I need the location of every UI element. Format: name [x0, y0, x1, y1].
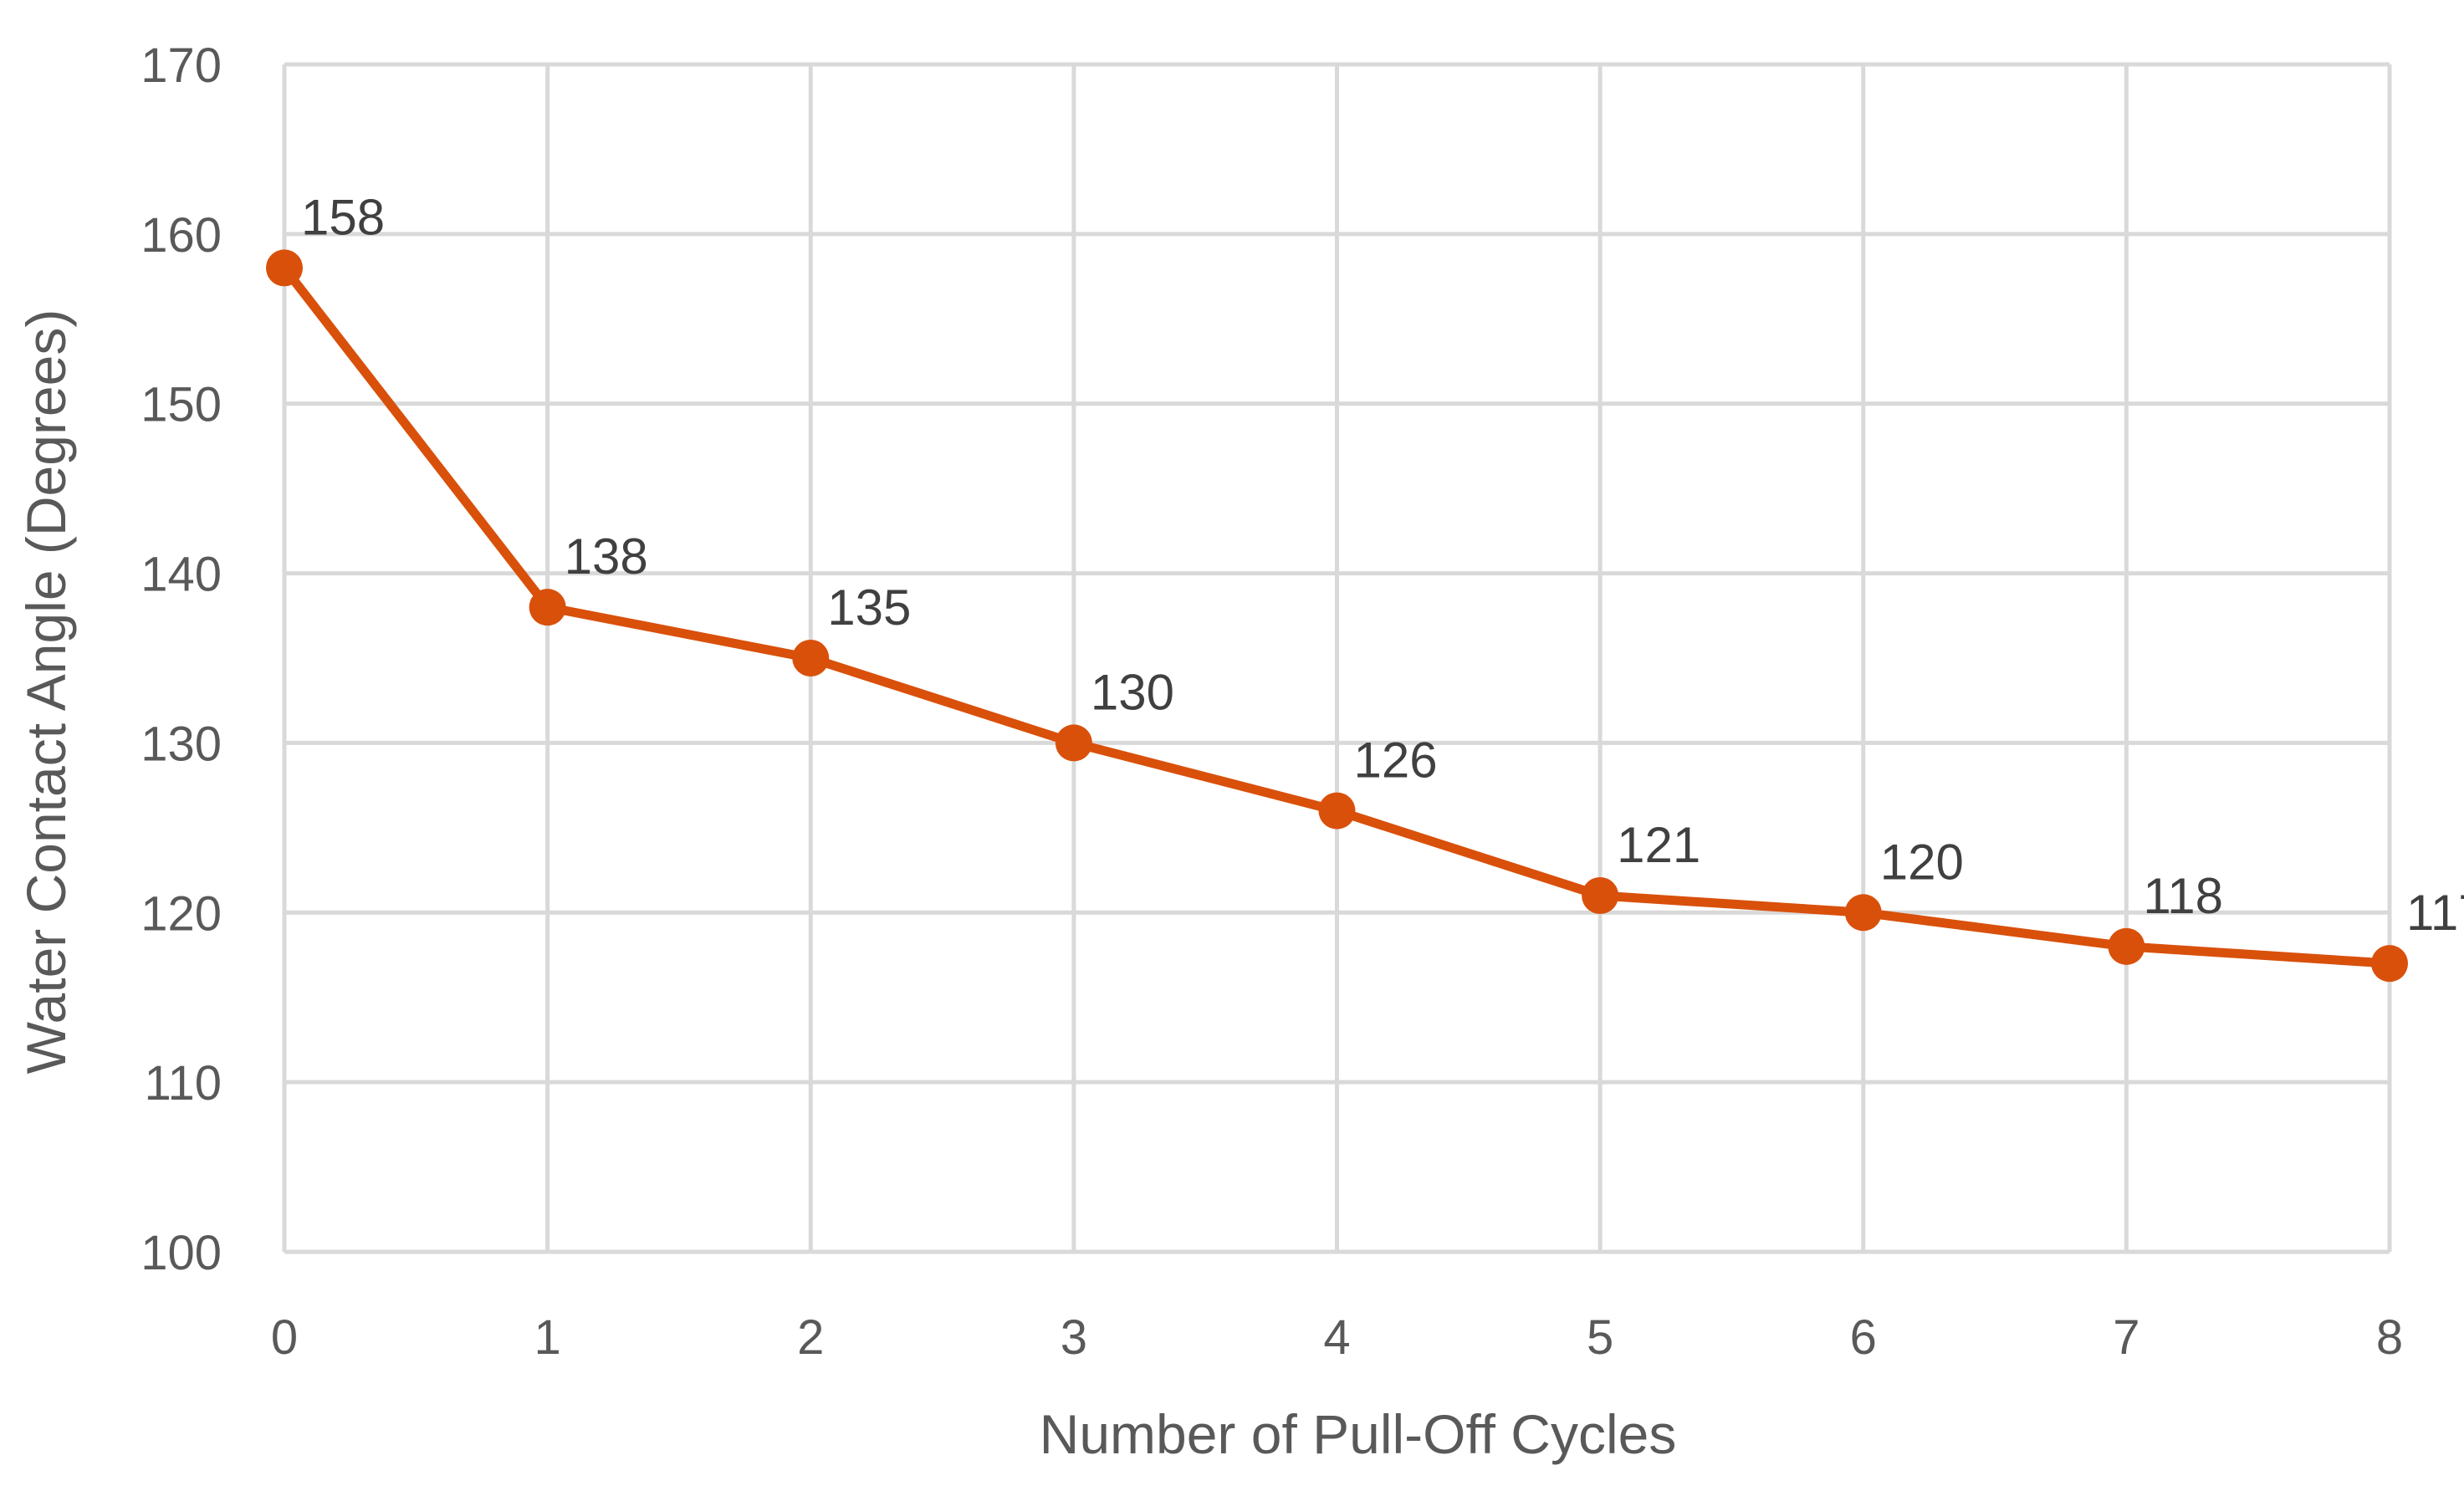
data-point — [1318, 792, 1356, 830]
y-tick-label: 110 — [145, 1056, 222, 1111]
y-tick-label: 120 — [141, 886, 222, 941]
y-axis-title: Water Contact Angle (Degrees) — [15, 309, 77, 1075]
x-tick-label: 3 — [1061, 1310, 1087, 1365]
data-point — [529, 589, 566, 626]
y-tick-label: 170 — [141, 38, 222, 93]
data-point — [1582, 877, 1619, 914]
y-tick-labels: 100 110 120 130 140 150 160 170 — [141, 38, 222, 1280]
x-tick-label: 6 — [1850, 1310, 1877, 1365]
x-tick-label: 2 — [797, 1310, 824, 1365]
x-tick-labels: 0 1 2 3 4 5 6 7 8 — [271, 1310, 2403, 1365]
x-tick-label: 0 — [271, 1310, 298, 1365]
grid — [284, 62, 2392, 1252]
data-point — [266, 249, 303, 287]
y-tick-label: 150 — [141, 378, 222, 432]
data-label: 121 — [1617, 817, 1700, 873]
x-axis-title: Number of Pull-Off Cycles — [1040, 1403, 1677, 1465]
data-label: 117 — [2406, 885, 2464, 941]
data-label: 135 — [827, 580, 911, 636]
y-tick-label: 160 — [141, 208, 222, 263]
y-tick-label: 140 — [141, 548, 222, 602]
data-label: 130 — [1091, 664, 1174, 720]
x-tick-label: 8 — [2376, 1310, 2403, 1365]
data-point — [792, 640, 830, 677]
x-tick-label: 4 — [1323, 1310, 1350, 1365]
y-tick-label: 130 — [141, 717, 222, 771]
data-label: 118 — [2143, 868, 2223, 924]
data-labels: 158 138 135 130 126 121 120 118 117 — [301, 189, 2464, 941]
data-label: 120 — [1880, 834, 1964, 890]
x-tick-label: 5 — [1587, 1310, 1613, 1365]
data-label: 138 — [565, 528, 648, 585]
data-point — [2108, 927, 2145, 965]
x-tick-label: 1 — [534, 1310, 560, 1365]
data-label: 158 — [301, 189, 385, 245]
series-layer — [266, 249, 2408, 983]
x-tick-label: 7 — [2113, 1310, 2139, 1365]
data-label: 126 — [1354, 733, 1438, 789]
data-point — [1844, 894, 1882, 932]
y-tick-label: 100 — [141, 1226, 222, 1280]
data-point — [1055, 724, 1092, 762]
data-point — [2371, 945, 2408, 983]
